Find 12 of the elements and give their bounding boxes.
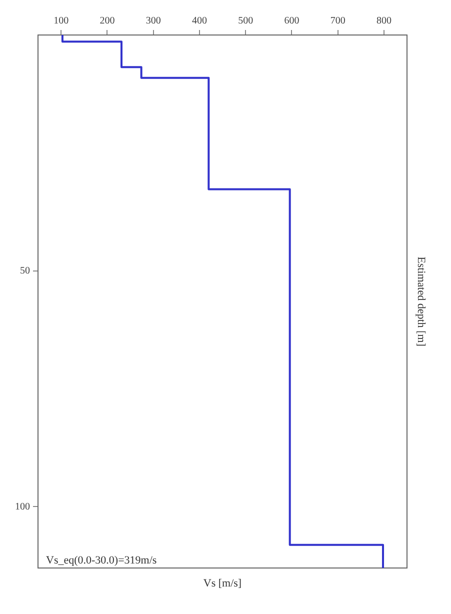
x-tick-label: 600 bbox=[284, 16, 300, 27]
x-tick-label: 200 bbox=[100, 16, 115, 27]
x-tick-label: 100 bbox=[54, 16, 69, 27]
y-axis-title: Estimated depth [m] bbox=[415, 256, 428, 346]
annotation: Vs_eq(0.0-30.0)=319m/s bbox=[46, 554, 157, 566]
x-tick-label: 700 bbox=[330, 16, 346, 27]
x-tick-label: 500 bbox=[238, 16, 254, 27]
y-tick-label: 50 bbox=[20, 265, 30, 276]
x-tick-label: 800 bbox=[376, 16, 392, 27]
x-tick-label: 400 bbox=[192, 16, 207, 27]
x-axis-title: Vs [m/s] bbox=[203, 577, 242, 590]
x-tick-label: 300 bbox=[146, 16, 161, 27]
